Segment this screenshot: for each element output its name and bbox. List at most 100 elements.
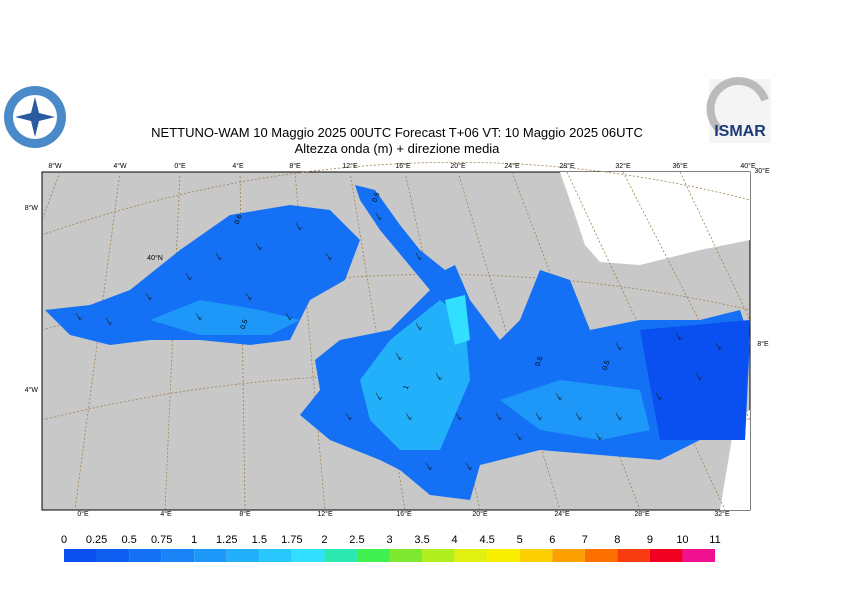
lon-label: 40°E	[740, 162, 756, 170]
direction-arrow	[395, 352, 403, 361]
colorbar-label: 1.5	[252, 534, 267, 546]
direction-arrow	[75, 312, 83, 321]
direction-arrow	[615, 412, 623, 421]
lon-label: 20°E	[450, 162, 466, 170]
lon-label: 4°W	[113, 162, 127, 170]
direction-arrow	[535, 412, 543, 421]
colorbar-label: 5	[517, 534, 523, 546]
direction-arrow	[435, 372, 443, 381]
colorbar-label: 1	[191, 534, 197, 546]
colorbar-box	[519, 549, 553, 562]
subtitle: Altezza onda (m) + direzione media	[295, 141, 501, 156]
direction-arrow	[195, 312, 203, 321]
lon-label: 32°E	[615, 162, 631, 170]
colorbar-box	[194, 549, 227, 562]
lon-label: 0°E	[77, 510, 89, 518]
title: NETTUNO-WAM 10 Maggio 2025 00UTC Forecas…	[151, 125, 643, 140]
logo-text: ISMAR	[714, 123, 766, 140]
direction-arrow	[415, 252, 423, 261]
colorbar-label: 2.5	[349, 534, 364, 546]
colorbar-box	[487, 549, 520, 562]
colorbar-label: 7	[582, 534, 588, 546]
colorbar-box	[649, 549, 683, 562]
direction-arrow	[375, 392, 383, 401]
lon-label: 8°E	[239, 510, 251, 518]
direction-arrow	[575, 412, 583, 421]
lon-label: 0°E	[174, 162, 186, 170]
direction-arrow	[455, 412, 463, 421]
direction-arrow	[615, 342, 623, 351]
colorbar-box	[129, 549, 162, 562]
colorbar-label: 8	[614, 534, 620, 546]
direction-arrow	[345, 412, 353, 421]
lon-label: 4°E	[160, 510, 172, 518]
direction-arrow	[295, 222, 303, 231]
lon-label: 32°E	[714, 510, 730, 518]
contour-label: 0.5	[240, 319, 250, 331]
colorbar-label: 0.5	[121, 534, 136, 546]
lon-label: 12°E	[317, 510, 333, 518]
colorbar-box	[226, 549, 260, 562]
direction-arrow	[145, 292, 153, 301]
direction-arrow	[255, 242, 263, 251]
colorbar-box	[584, 549, 618, 562]
colorbar-label: 1.25	[216, 534, 237, 546]
colorbar-label: 6	[549, 534, 555, 546]
direction-arrow	[595, 432, 603, 441]
colorbar-label: 2	[321, 534, 327, 546]
direction-arrow	[715, 342, 723, 351]
colorbar-box	[259, 549, 292, 562]
colorbar-box	[454, 549, 488, 562]
logo-right: ISMAR	[706, 76, 771, 143]
colorbar-label: 0.25	[86, 534, 107, 546]
contour-label: 1	[403, 384, 411, 390]
colorbar-label: 11	[709, 534, 720, 546]
lon-label: 36°E	[672, 162, 688, 170]
direction-arrow	[655, 392, 663, 401]
colorbar-box	[161, 549, 195, 562]
direction-arrow	[415, 322, 423, 331]
colorbar-label: 4	[452, 534, 458, 546]
colorbar-box	[422, 549, 455, 562]
contour-label: 0.5	[535, 356, 545, 368]
contour-label: 0.6	[234, 214, 244, 226]
lat-label: 8°E	[757, 340, 769, 348]
lon-label: 16°E	[395, 162, 411, 170]
colorbar-box	[291, 549, 325, 562]
direction-arrow	[245, 292, 253, 301]
lon-label: 16°E	[396, 510, 412, 518]
direction-arrow	[495, 412, 503, 421]
direction-arrow	[405, 412, 413, 421]
colorbar-label: 3	[386, 534, 392, 546]
colorbar-label: 9	[647, 534, 653, 546]
colorbar-box	[682, 549, 715, 562]
lat-label: 8°W	[25, 204, 39, 212]
colorbar-box	[324, 549, 357, 562]
direction-arrow	[425, 462, 433, 471]
colorbar-box	[617, 549, 650, 562]
direction-arrow	[695, 372, 703, 381]
lon-label: 8°W	[48, 162, 62, 170]
colorbar-label: 3.5	[414, 534, 429, 546]
colorbar-label: 0	[61, 534, 67, 546]
map	[41, 161, 751, 511]
lon-label: 28°E	[634, 510, 650, 518]
logo-left	[4, 86, 66, 148]
direction-arrow	[325, 252, 333, 261]
contour-label: 0.5	[602, 360, 612, 372]
lon-label: 24°E	[554, 510, 570, 518]
direction-arrow	[675, 332, 683, 341]
colorbar-box	[356, 549, 390, 562]
colorbar-label: 4.5	[480, 534, 495, 546]
colorbar-label: 10	[676, 534, 688, 546]
lon-label: 28°E	[559, 162, 575, 170]
colorbar-label: 1.75	[281, 534, 302, 546]
colorbar-box	[64, 549, 97, 562]
direction-arrow	[185, 272, 193, 281]
direction-arrow	[555, 392, 563, 401]
lon-label: 4°E	[232, 162, 244, 170]
lon-label: 24°E	[504, 162, 520, 170]
lat-label: 30°E	[754, 167, 770, 175]
colorbar-label: 0.75	[151, 534, 172, 546]
